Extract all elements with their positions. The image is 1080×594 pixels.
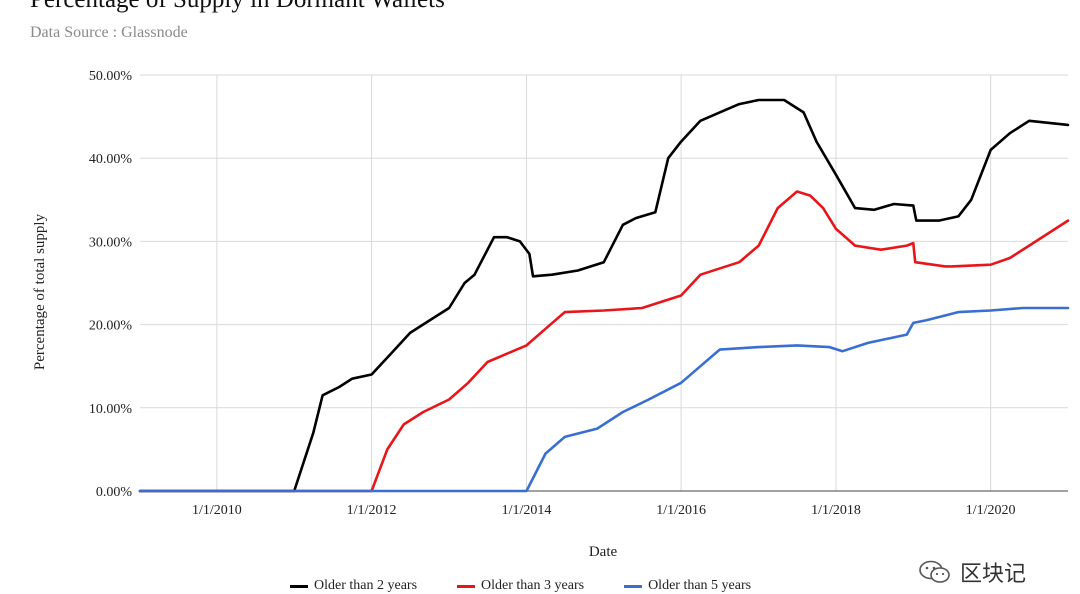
y-tick-label: 20.00% xyxy=(89,319,133,334)
x-tick-labels: 1/1/2010 1/1/2012 1/1/2014 1/1/2016 1/1/2018… xyxy=(192,503,1016,518)
watermark-text: 区块记 xyxy=(960,562,1027,587)
legend-label-2y: Older than 2 years xyxy=(314,578,418,593)
x-tick-label: 1/1/2012 xyxy=(347,503,397,518)
series-line-2 xyxy=(138,306,1070,493)
series-line-1 xyxy=(138,190,1070,493)
x-tick-label: 1/1/2020 xyxy=(966,503,1016,518)
x-tick-label: 1/1/2016 xyxy=(656,503,706,518)
legend: Older than 2 years Older than 3 years Ol… xyxy=(290,578,751,594)
x-tick-label: 1/1/2014 xyxy=(502,503,552,518)
legend-label-5y: Older than 5 years xyxy=(648,578,752,593)
x-tick-label: 1/1/2018 xyxy=(811,503,861,518)
series-lines xyxy=(138,98,1070,493)
legend-swatch-2y xyxy=(290,584,308,588)
y-tick-label: 0.00% xyxy=(96,485,133,500)
chart-subtitle: Data Source : Glassnode xyxy=(30,24,188,41)
y-tick-label: 40.00% xyxy=(89,152,133,167)
gridlines xyxy=(140,74,1068,492)
y-axis-label: Percentage of total supply xyxy=(32,213,48,370)
wechat-icon xyxy=(919,560,950,583)
watermark: 区块记 xyxy=(918,556,1026,588)
y-tick-label: 50.00% xyxy=(89,69,133,84)
y-tick-label: 10.00% xyxy=(89,402,133,417)
x-tick-label: 1/1/2010 xyxy=(192,503,242,518)
legend-swatch-3y xyxy=(457,584,476,588)
chart-title: Percentage of Supply in Dormant Wallets xyxy=(30,0,445,14)
x-axis-label: Date xyxy=(589,544,618,560)
y-tick-labels: 0.00% 10.00% 20.00% 30.00% 40.00% 50.00% xyxy=(89,69,133,500)
y-tick-label: 30.00% xyxy=(89,235,133,250)
series-line-0 xyxy=(138,98,1070,493)
legend-item-5y: Older than 5 years xyxy=(624,578,751,594)
legend-label-3y: Older than 3 years xyxy=(481,578,585,593)
legend-item-2y: Older than 2 years xyxy=(290,578,417,594)
legend-item-3y: Older than 3 years xyxy=(457,578,584,594)
legend-swatch-5y xyxy=(624,584,643,588)
